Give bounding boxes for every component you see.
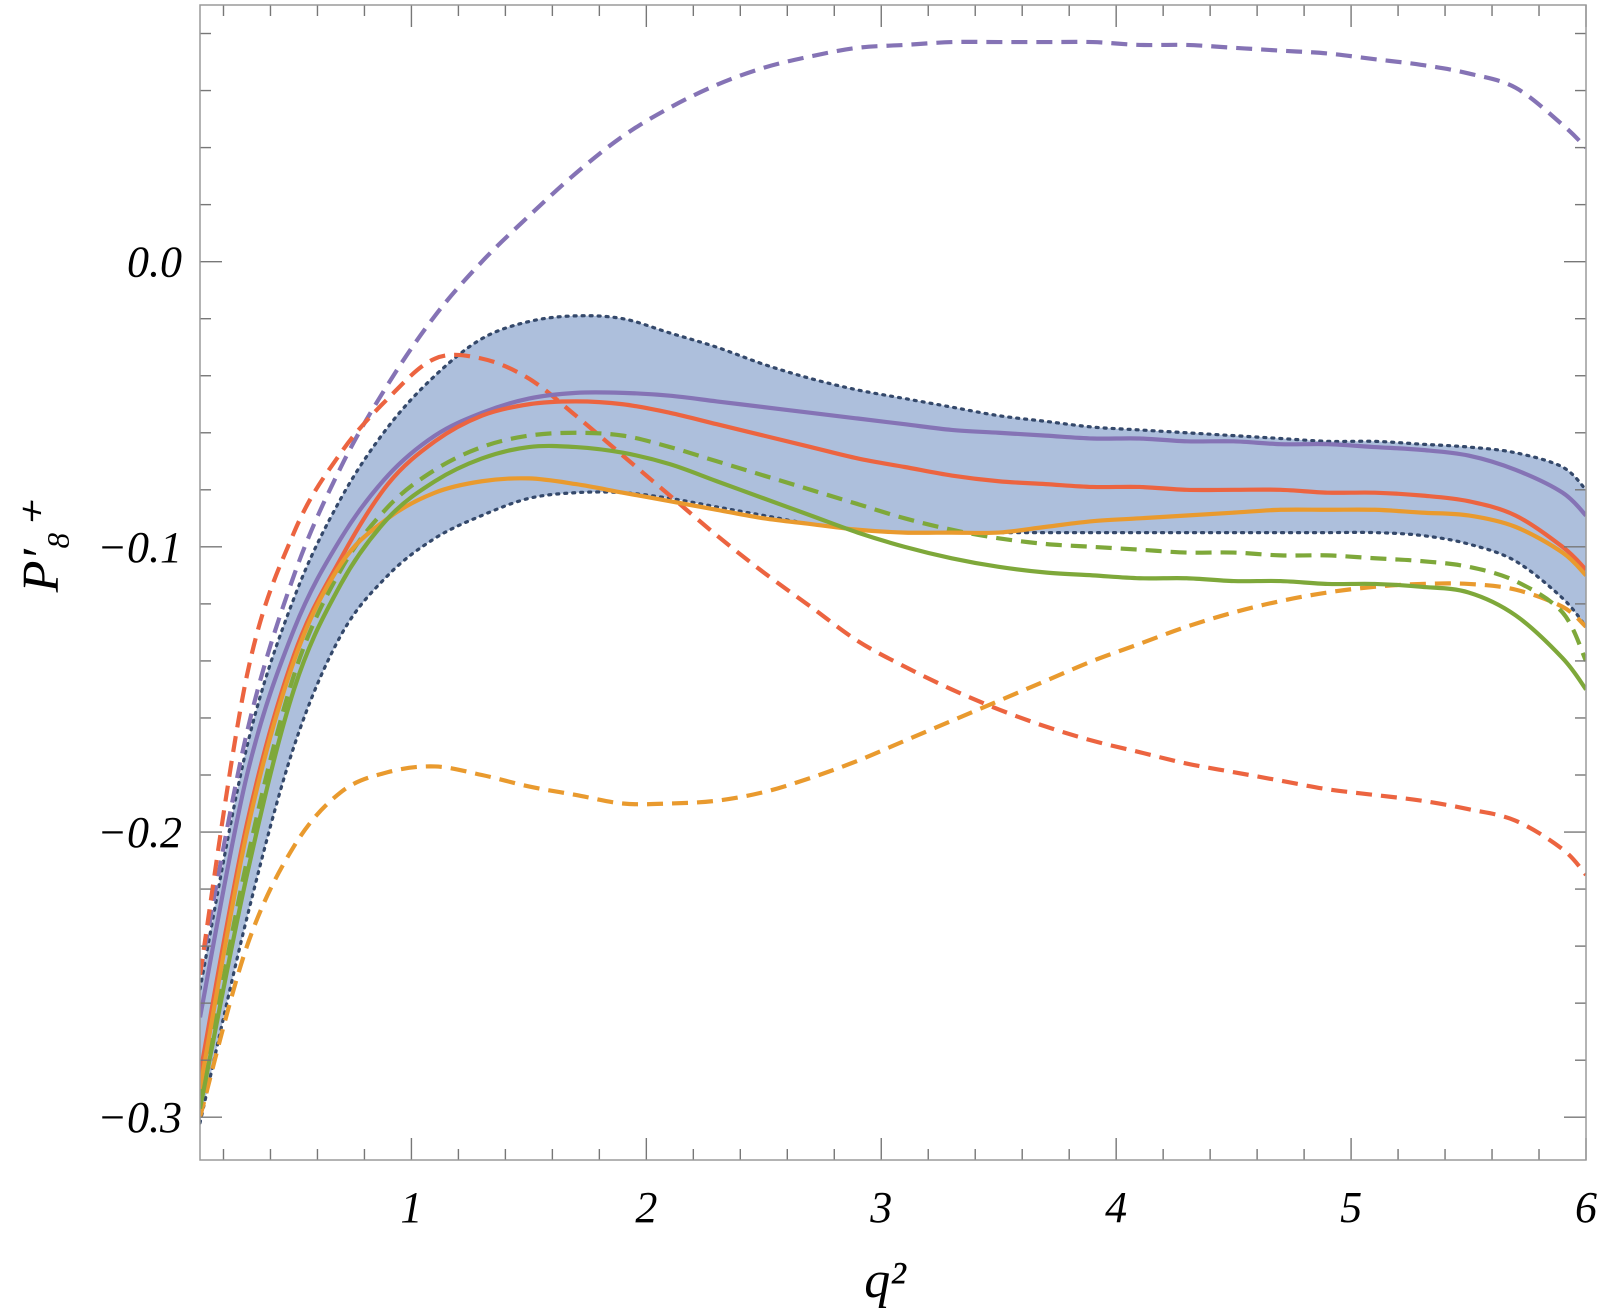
plot-content	[200, 39, 1586, 1125]
y-tick-label: −0.2	[97, 808, 182, 857]
series-line-2-solid	[200, 399, 1586, 1075]
x-tick-label: 6	[1575, 1183, 1597, 1232]
x-tick-label: 3	[869, 1183, 892, 1232]
x-tick-label: 4	[1105, 1183, 1127, 1232]
series-line-7-dashed	[200, 581, 1586, 1118]
x-tick-label: 1	[400, 1183, 422, 1232]
x-axis-label: q²	[864, 1252, 907, 1309]
plot-frame	[199, 4, 1587, 1161]
x-tick-label: 5	[1340, 1183, 1362, 1232]
tick-labels: 1 2 3 4 5 6 0.0 −0.1 −0.2 −0.3	[97, 238, 1597, 1232]
x-tick-label: 2	[635, 1183, 657, 1232]
y-tick-label: −0.1	[97, 523, 182, 572]
plot-area	[200, 39, 1586, 1125]
axis-ticks	[200, 5, 1587, 1160]
uncertainty-band	[200, 315, 1586, 1123]
series-line-4-solid	[200, 443, 1586, 1110]
y-tick-label: −0.3	[97, 1093, 182, 1142]
series-line-6-dashed	[200, 352, 1586, 975]
series-line-8-dashed	[200, 430, 1586, 1104]
series-line-1-solid	[200, 390, 1586, 1018]
y-axis-label: P′₈⁺	[13, 500, 70, 593]
series-line-3-solid	[200, 476, 1586, 1090]
y-tick-label: 0.0	[127, 238, 182, 287]
band-upper-edge	[200, 314, 1586, 991]
